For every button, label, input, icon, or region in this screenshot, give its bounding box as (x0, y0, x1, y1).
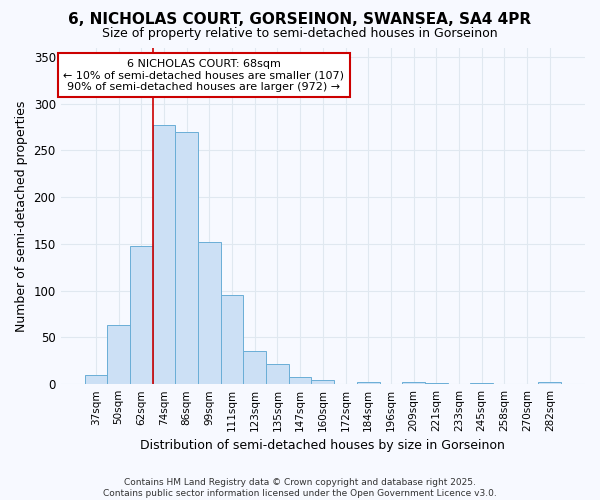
Bar (85, 375, 107, 384)
Bar (402, 382, 425, 384)
Bar (244, 350, 266, 384)
Text: 6, NICHOLAS COURT, GORSEINON, SWANSEA, SA4 4PR: 6, NICHOLAS COURT, GORSEINON, SWANSEA, S… (68, 12, 532, 28)
Bar (130, 246, 152, 384)
Text: Contains HM Land Registry data © Crown copyright and database right 2025.
Contai: Contains HM Land Registry data © Crown c… (103, 478, 497, 498)
Text: Size of property relative to semi-detached houses in Gorseinon: Size of property relative to semi-detach… (102, 28, 498, 40)
Bar (266, 364, 289, 384)
Bar (221, 296, 244, 384)
Bar (289, 376, 311, 384)
Y-axis label: Number of semi-detached properties: Number of semi-detached properties (15, 100, 28, 332)
Bar (357, 382, 380, 384)
X-axis label: Distribution of semi-detached houses by size in Gorseinon: Distribution of semi-detached houses by … (140, 440, 505, 452)
Bar (425, 383, 448, 384)
Bar (538, 382, 561, 384)
Bar (107, 326, 130, 384)
Bar (198, 242, 221, 384)
Text: 6 NICHOLAS COURT: 68sqm
← 10% of semi-detached houses are smaller (107)
90% of s: 6 NICHOLAS COURT: 68sqm ← 10% of semi-de… (63, 58, 344, 92)
Bar (311, 380, 334, 384)
Bar (470, 383, 493, 384)
Bar (152, 125, 175, 384)
Bar (175, 132, 198, 384)
